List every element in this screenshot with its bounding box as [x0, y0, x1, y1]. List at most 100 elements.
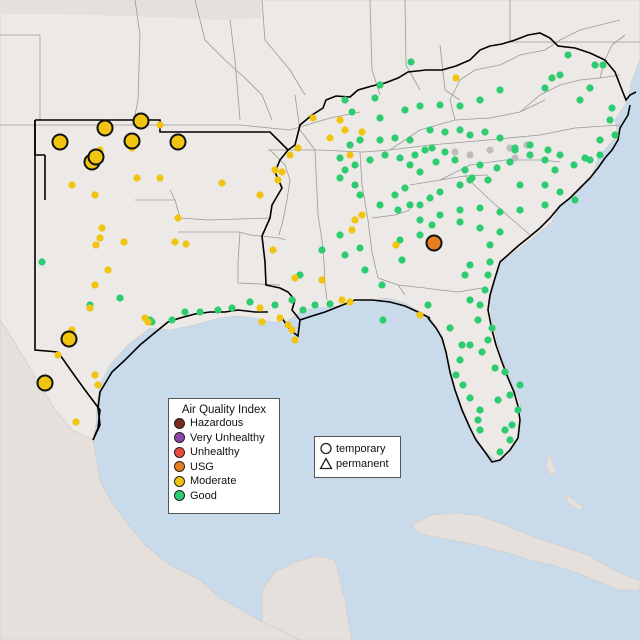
good-station-marker[interactable]: [466, 131, 474, 139]
good-station-marker[interactable]: [181, 308, 189, 316]
good-station-marker[interactable]: [456, 218, 464, 226]
good-station-marker[interactable]: [416, 168, 424, 176]
good-station-marker[interactable]: [596, 136, 604, 144]
good-station-marker[interactable]: [541, 156, 549, 164]
moderate-station-marker[interactable]: [286, 151, 294, 159]
good-station-marker[interactable]: [38, 258, 46, 266]
good-station-marker[interactable]: [361, 266, 369, 274]
good-station-marker[interactable]: [401, 106, 409, 114]
good-station-marker[interactable]: [436, 101, 444, 109]
good-station-marker[interactable]: [406, 161, 414, 169]
good-station-marker[interactable]: [459, 381, 467, 389]
good-station-marker[interactable]: [496, 228, 504, 236]
inactive-station-marker[interactable]: [486, 146, 494, 154]
good-station-marker[interactable]: [426, 126, 434, 134]
moderate-station-marker[interactable]: [309, 114, 317, 122]
moderate-station-marker[interactable]: [291, 336, 299, 344]
good-station-marker[interactable]: [394, 206, 402, 214]
good-station-marker[interactable]: [379, 316, 387, 324]
good-station-marker[interactable]: [484, 336, 492, 344]
moderate-station-marker[interactable]: [326, 134, 334, 142]
good-station-marker[interactable]: [506, 391, 514, 399]
good-station-marker[interactable]: [426, 194, 434, 202]
good-station-marker[interactable]: [474, 316, 482, 324]
good-station-marker[interactable]: [299, 306, 307, 314]
good-station-marker[interactable]: [466, 394, 474, 402]
good-station-marker[interactable]: [406, 136, 414, 144]
good-station-marker[interactable]: [564, 51, 572, 59]
good-station-marker[interactable]: [496, 134, 504, 142]
good-station-marker[interactable]: [356, 136, 364, 144]
good-station-marker[interactable]: [396, 154, 404, 162]
good-station-marker[interactable]: [484, 271, 492, 279]
moderate-station-marker[interactable]: [54, 351, 62, 359]
good-station-marker[interactable]: [476, 161, 484, 169]
moderate-station-marker[interactable]: [348, 226, 356, 234]
good-station-marker[interactable]: [478, 348, 486, 356]
good-station-marker[interactable]: [376, 136, 384, 144]
good-station-marker[interactable]: [496, 86, 504, 94]
good-station-marker[interactable]: [432, 158, 440, 166]
good-station-marker[interactable]: [376, 81, 384, 89]
good-station-marker[interactable]: [421, 146, 429, 154]
good-station-marker[interactable]: [526, 151, 534, 159]
good-station-marker[interactable]: [341, 251, 349, 259]
moderate-station-marker[interactable]: [218, 179, 226, 187]
good-station-marker[interactable]: [606, 116, 614, 124]
moderate-station-marker[interactable]: [72, 418, 80, 426]
moderate-station-marker[interactable]: [120, 238, 128, 246]
good-station-marker[interactable]: [271, 301, 279, 309]
temporary-monitor-marker[interactable]: [60, 330, 78, 348]
good-station-marker[interactable]: [476, 204, 484, 212]
good-station-marker[interactable]: [516, 181, 524, 189]
good-station-marker[interactable]: [501, 426, 509, 434]
moderate-station-marker[interactable]: [341, 126, 349, 134]
moderate-station-marker[interactable]: [346, 151, 354, 159]
moderate-station-marker[interactable]: [256, 304, 264, 312]
good-station-marker[interactable]: [491, 364, 499, 372]
good-station-marker[interactable]: [541, 201, 549, 209]
good-station-marker[interactable]: [398, 256, 406, 264]
temporary-monitor-marker[interactable]: [123, 132, 141, 150]
moderate-station-marker[interactable]: [274, 176, 282, 184]
good-station-marker[interactable]: [391, 134, 399, 142]
moderate-station-marker[interactable]: [452, 74, 460, 82]
good-station-marker[interactable]: [456, 102, 464, 110]
temporary-monitor-marker[interactable]: [96, 119, 114, 137]
good-station-marker[interactable]: [378, 281, 386, 289]
good-station-marker[interactable]: [461, 271, 469, 279]
good-station-marker[interactable]: [591, 61, 599, 69]
moderate-station-marker[interactable]: [358, 128, 366, 136]
good-station-marker[interactable]: [456, 206, 464, 214]
temporary-monitor-marker[interactable]: [169, 133, 187, 151]
good-station-marker[interactable]: [484, 176, 492, 184]
good-station-marker[interactable]: [486, 258, 494, 266]
moderate-station-marker[interactable]: [416, 311, 424, 319]
good-station-marker[interactable]: [214, 306, 222, 314]
good-station-marker[interactable]: [228, 304, 236, 312]
good-station-marker[interactable]: [501, 368, 509, 376]
good-station-marker[interactable]: [428, 144, 436, 152]
moderate-station-marker[interactable]: [156, 174, 164, 182]
temporary-monitor-marker[interactable]: [425, 234, 443, 252]
good-station-marker[interactable]: [452, 371, 460, 379]
good-station-marker[interactable]: [458, 341, 466, 349]
moderate-station-marker[interactable]: [86, 304, 94, 312]
good-station-marker[interactable]: [416, 231, 424, 239]
good-station-marker[interactable]: [456, 181, 464, 189]
good-station-marker[interactable]: [168, 316, 176, 324]
good-station-marker[interactable]: [348, 108, 356, 116]
good-station-marker[interactable]: [496, 448, 504, 456]
good-station-marker[interactable]: [246, 298, 254, 306]
moderate-station-marker[interactable]: [68, 181, 76, 189]
moderate-station-marker[interactable]: [258, 318, 266, 326]
moderate-station-marker[interactable]: [96, 234, 104, 242]
good-station-marker[interactable]: [548, 74, 556, 82]
moderate-station-marker[interactable]: [156, 121, 164, 129]
moderate-station-marker[interactable]: [276, 314, 284, 322]
good-station-marker[interactable]: [466, 176, 474, 184]
good-station-marker[interactable]: [341, 96, 349, 104]
good-station-marker[interactable]: [336, 174, 344, 182]
moderate-station-marker[interactable]: [98, 224, 106, 232]
